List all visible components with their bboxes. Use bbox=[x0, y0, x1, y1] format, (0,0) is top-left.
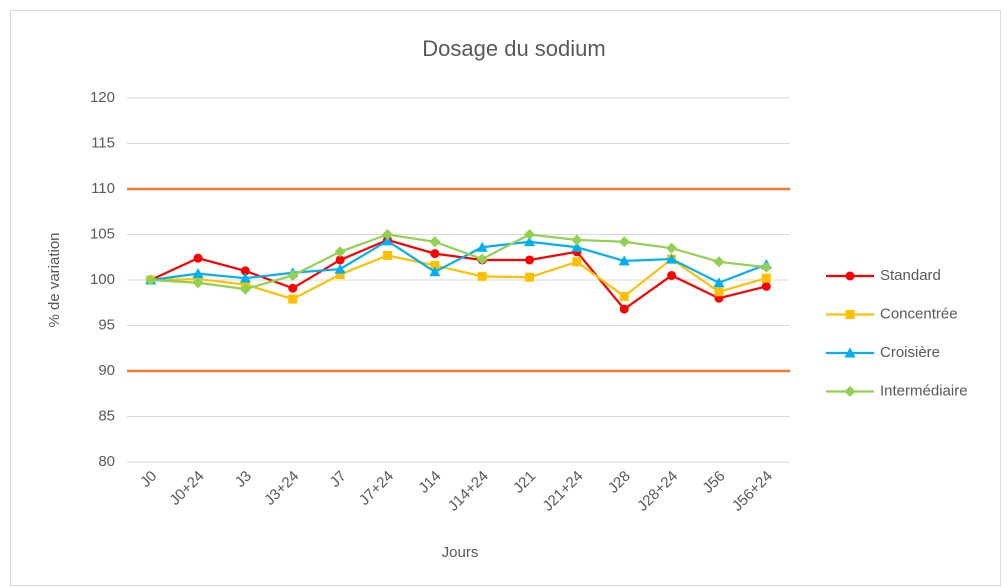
marker bbox=[667, 270, 677, 280]
y-tick-label: 105 bbox=[90, 225, 115, 242]
marker bbox=[666, 242, 678, 254]
marker bbox=[430, 249, 440, 259]
marker bbox=[761, 273, 771, 283]
series-line bbox=[150, 239, 767, 284]
marker bbox=[335, 270, 345, 280]
marker bbox=[476, 253, 488, 265]
marker bbox=[288, 294, 298, 304]
marker bbox=[335, 255, 345, 265]
y-axis-label: % de variation bbox=[46, 232, 63, 327]
marker bbox=[618, 255, 630, 266]
legend-label: Standard bbox=[880, 267, 941, 284]
chart-title: Dosage du sodium bbox=[422, 36, 605, 61]
marker bbox=[239, 283, 251, 295]
marker bbox=[713, 256, 725, 268]
marker bbox=[666, 253, 678, 264]
marker bbox=[239, 272, 251, 283]
marker bbox=[845, 310, 855, 319]
marker bbox=[524, 236, 536, 247]
marker bbox=[844, 347, 856, 358]
legend-label: Croisière bbox=[880, 344, 940, 361]
marker bbox=[571, 241, 583, 252]
y-tick-label: 90 bbox=[98, 362, 115, 379]
series-line bbox=[150, 233, 767, 291]
marker bbox=[618, 236, 630, 248]
legend-label: Concentrée bbox=[880, 305, 958, 322]
legend-label: Intermédiaire bbox=[880, 382, 968, 399]
marker bbox=[192, 268, 204, 279]
marker bbox=[382, 250, 392, 260]
y-tick-label: 100 bbox=[90, 271, 115, 288]
x-axis-label: Jours bbox=[442, 544, 479, 561]
marker bbox=[334, 246, 346, 258]
marker bbox=[571, 234, 583, 246]
marker bbox=[525, 272, 535, 282]
marker bbox=[145, 274, 157, 286]
y-tick-label: 80 bbox=[98, 453, 115, 470]
marker bbox=[193, 253, 203, 263]
marker bbox=[334, 263, 346, 274]
marker bbox=[572, 257, 582, 267]
marker bbox=[192, 277, 204, 289]
y-tick-label: 115 bbox=[91, 134, 115, 151]
series-line bbox=[150, 238, 767, 311]
marker bbox=[761, 281, 771, 291]
marker bbox=[429, 266, 441, 277]
marker bbox=[381, 229, 393, 240]
chart-border bbox=[10, 10, 1001, 586]
marker bbox=[619, 291, 629, 301]
marker bbox=[845, 271, 855, 281]
y-tick-label: 110 bbox=[91, 180, 115, 197]
y-tick-label: 95 bbox=[98, 316, 115, 333]
marker bbox=[760, 261, 772, 273]
marker bbox=[430, 260, 440, 270]
marker bbox=[240, 266, 250, 276]
marker bbox=[476, 241, 488, 252]
marker bbox=[477, 271, 487, 281]
marker bbox=[524, 229, 536, 240]
marker bbox=[525, 255, 535, 265]
marker bbox=[714, 287, 724, 297]
y-tick-label: 120 bbox=[90, 89, 115, 106]
marker bbox=[844, 386, 856, 397]
marker bbox=[287, 269, 299, 281]
y-tick-label: 85 bbox=[98, 407, 115, 424]
marker bbox=[713, 277, 725, 288]
marker bbox=[619, 304, 629, 314]
marker bbox=[381, 235, 393, 246]
marker bbox=[288, 283, 298, 293]
marker bbox=[429, 236, 441, 248]
